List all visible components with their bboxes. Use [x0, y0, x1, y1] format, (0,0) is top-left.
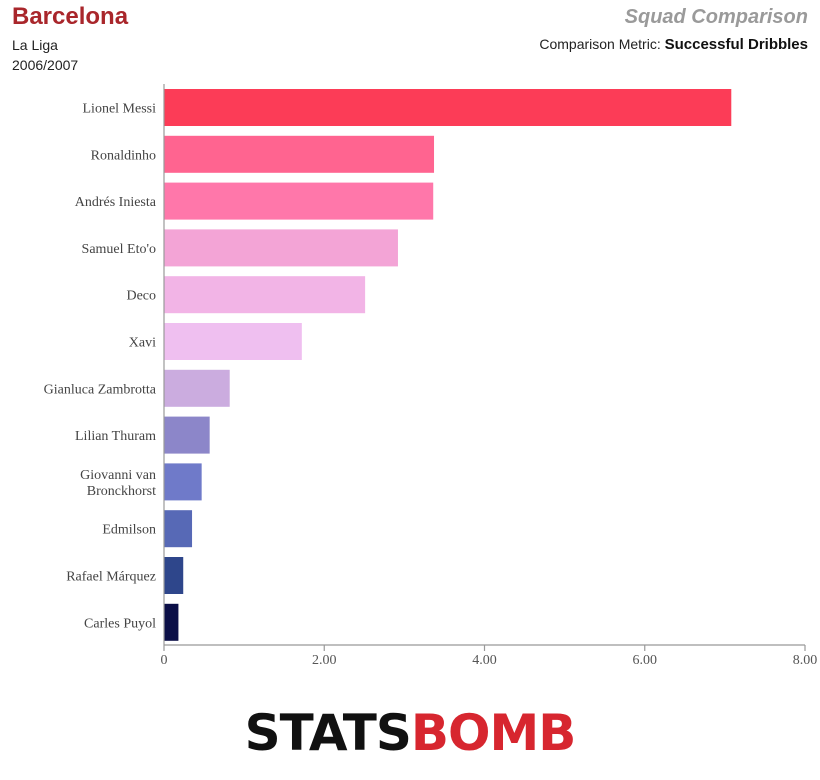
- metric-value: Successful Dribbles: [664, 36, 808, 53]
- comparison-metric: Comparison Metric: Successful Dribbles: [539, 36, 808, 53]
- x-tick-label-2: 2.00: [312, 653, 337, 668]
- player-label-2: Ronaldinho: [91, 148, 156, 163]
- player-label-11: Rafael Márquez: [66, 570, 156, 585]
- bar-2: [164, 135, 435, 173]
- player-label-9: Giovanni van Bronckhorst: [80, 468, 156, 499]
- statsbomb-logo: STATSBOMB: [0, 704, 820, 762]
- bar-6: [164, 323, 302, 360]
- player-label-10: Edmilson: [102, 523, 156, 538]
- bar-10: [164, 510, 193, 548]
- bar-chart: Lionel Messi Ronaldinho Andrés Iniesta Samu…: [44, 84, 818, 668]
- bar-8: [164, 416, 210, 454]
- bar-11: [164, 557, 184, 594]
- player-label-6: Xavi: [129, 336, 156, 351]
- x-tick-label-5: 8.00: [793, 653, 818, 668]
- league-label: La Liga: [12, 37, 58, 53]
- player-label-3: Andrés Iniesta: [75, 195, 157, 210]
- bar-3: [164, 182, 434, 220]
- x-tick-label-3: 4.00: [472, 653, 497, 668]
- player-label-1: Lionel Messi: [83, 102, 157, 117]
- season-label: 2006/2007: [12, 57, 79, 73]
- logo-part-bomb: BOMB: [410, 704, 576, 762]
- metric-prefix: Comparison Metric:: [539, 36, 661, 52]
- chart-subtitle: Squad Comparison: [624, 6, 808, 28]
- bar-7: [164, 369, 230, 407]
- bar-12: [164, 603, 179, 641]
- bar-1: [164, 89, 732, 126]
- player-label-12: Carles Puyol: [84, 616, 156, 631]
- player-label-5: Deco: [126, 289, 156, 304]
- player-label-8: Lilian Thuram: [75, 429, 156, 444]
- team-name: Barcelona: [12, 3, 129, 30]
- player-label-7: Gianluca Zambrotta: [44, 382, 157, 397]
- x-tick-label-1: 0: [161, 653, 168, 668]
- x-tick-label-4: 6.00: [633, 653, 658, 668]
- bar-5: [164, 276, 366, 314]
- bar-4: [164, 229, 398, 267]
- bar-9: [164, 463, 202, 501]
- player-label-4: Samuel Eto'o: [82, 242, 156, 257]
- logo-part-stats: STATS: [244, 704, 412, 762]
